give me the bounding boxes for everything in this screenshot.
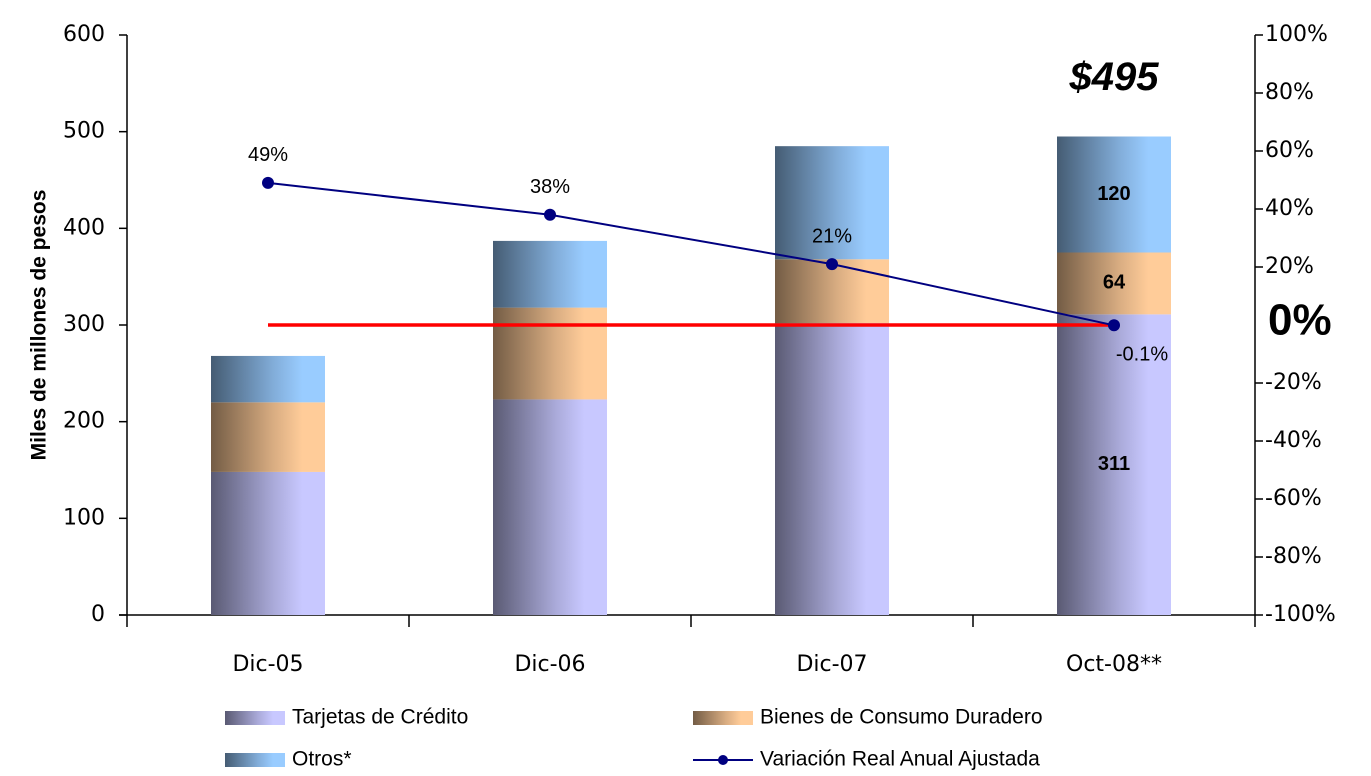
bar-segment: [1057, 314, 1171, 615]
bar-segment: [1057, 252, 1171, 315]
y2-tick-label: 20%: [1265, 254, 1314, 279]
y2-tick-label: -40%: [1265, 428, 1322, 453]
y2-tick-label: 40%: [1265, 196, 1314, 221]
line-value-label: 21%: [812, 225, 852, 247]
legend-swatch: [693, 711, 753, 725]
y2-tick-label: 60%: [1265, 138, 1314, 163]
y2-tick-label: -60%: [1265, 486, 1322, 511]
y-tick-label: 0: [91, 602, 105, 627]
line-point: [262, 176, 274, 189]
y-tick-label: 400: [63, 215, 105, 240]
y-tick-label: 300: [63, 312, 105, 337]
bar-segment: [775, 146, 889, 260]
y-axis-label: Miles de millones de pesos: [28, 190, 51, 461]
x-tick-label: Dic-06: [514, 652, 585, 677]
bar-segment: [775, 323, 889, 615]
y-tick-label: 600: [63, 22, 105, 47]
legend-label: Variación Real Anual Ajustada: [760, 748, 1040, 771]
legend-marker: [718, 755, 728, 765]
legend-swatch: [225, 711, 285, 725]
y2-tick-label: -100%: [1265, 602, 1336, 627]
bar-value-label: 64: [1103, 272, 1126, 294]
line-point: [1108, 319, 1120, 332]
y-tick-label: 500: [63, 119, 105, 144]
total-annotation: $495: [1069, 55, 1160, 99]
bar-segment: [493, 307, 607, 400]
y2-tick-label: 100%: [1265, 22, 1328, 47]
y-tick-label: 200: [63, 409, 105, 434]
bar-segment: [493, 399, 607, 615]
y2-tick-label: -80%: [1265, 544, 1322, 569]
legend-label: Otros*: [292, 748, 352, 771]
line-value-label: 38%: [530, 176, 570, 198]
legend-swatch: [225, 753, 285, 767]
line-value-label: 49%: [248, 144, 288, 166]
line-point: [826, 258, 838, 271]
x-tick-label: Dic-05: [232, 652, 303, 677]
bar-segment: [211, 355, 325, 403]
line-series: [267, 181, 1115, 327]
bar-segment: [211, 471, 325, 615]
y2-tick-label: -20%: [1265, 370, 1322, 395]
legend-label: Bienes de Consumo Duradero: [760, 706, 1043, 729]
reference-label: 0%: [1268, 296, 1332, 345]
bar-value-label: 311: [1098, 453, 1130, 475]
x-tick-label: Oct-08**: [1066, 652, 1162, 677]
x-tick-label: Dic-07: [796, 652, 867, 677]
bar-value-label: 120: [1097, 183, 1130, 205]
y-tick-label: 100: [63, 505, 105, 530]
y2-tick-label: 80%: [1265, 80, 1314, 105]
bar-segment: [1057, 136, 1171, 253]
line-value-label: -0.1%: [1116, 344, 1168, 366]
legend-label: Tarjetas de Crédito: [292, 706, 468, 729]
bar-segment: [493, 240, 607, 308]
bar-segment: [211, 402, 325, 472]
line-point: [544, 208, 556, 221]
